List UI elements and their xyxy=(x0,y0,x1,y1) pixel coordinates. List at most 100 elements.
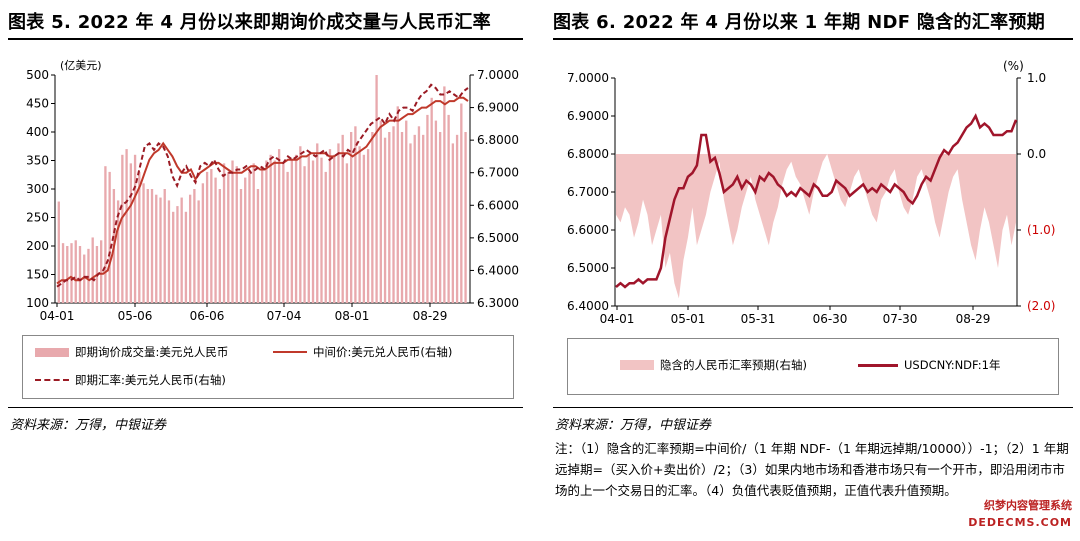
volume-bar xyxy=(176,206,179,303)
volume-bar xyxy=(125,149,128,303)
spot-rate-line xyxy=(56,83,469,288)
ndf-swatch xyxy=(858,363,898,367)
y-tick-label: 300 xyxy=(26,182,49,196)
y2-tick-label: (1.0) xyxy=(1027,223,1055,237)
volume-bar xyxy=(121,154,124,303)
volume-bar xyxy=(265,160,268,303)
volume-bar xyxy=(316,143,319,303)
volume-bar xyxy=(324,171,327,303)
volume-bar xyxy=(218,189,221,303)
volume-bar xyxy=(150,189,154,303)
y-tick-label: 150 xyxy=(26,268,49,282)
volume-bar xyxy=(460,103,463,303)
volume-bar xyxy=(66,246,69,303)
left-figure: 图表 5. 2022 年 4 月份以来即期询价成交量与人民币汇率 (亿美元) 10… xyxy=(0,0,530,541)
volume-bar xyxy=(261,166,264,303)
left-legend: 即期询价成交量:美元兑人民币 中间价:美元兑人民币(右轴) 即期汇率:美元兑人民… xyxy=(22,335,514,399)
volume-bar xyxy=(320,157,323,303)
volume-bar xyxy=(358,146,361,303)
volume-bar xyxy=(392,126,395,303)
volume-bar xyxy=(413,134,416,303)
volume-bar xyxy=(409,143,412,303)
volume-bar xyxy=(235,166,238,303)
y2-tick-label: 0.0 xyxy=(1027,147,1046,161)
volume-bar xyxy=(248,171,251,303)
volume-bar xyxy=(333,154,336,303)
legend-implied: 隐含的人民币汇率预期(右轴) xyxy=(620,357,807,373)
x-tick-label: 05-06 xyxy=(118,309,153,323)
legend-volume-label: 即期询价成交量:美元兑人民币 xyxy=(75,345,229,359)
volume-bar xyxy=(193,189,196,303)
volume-bar xyxy=(201,183,205,303)
watermark-title: 织梦内容管理系统 xyxy=(984,499,1072,512)
y-tick-label: 6.8000 xyxy=(567,147,609,161)
volume-bar xyxy=(222,163,226,303)
volume-bar xyxy=(74,240,77,303)
x-tick-label: 04-01 xyxy=(40,309,75,323)
y-tick-label: 200 xyxy=(26,239,49,253)
volume-bar xyxy=(155,194,158,303)
y-tick-label: 100 xyxy=(26,296,49,310)
title-rule xyxy=(8,38,523,40)
y-tick-label: 6.5000 xyxy=(567,261,609,275)
legend-volume: 即期询价成交量:美元兑人民币 xyxy=(35,344,228,360)
x-tick-label: 06-30 xyxy=(813,312,848,326)
right-chart-title: 图表 6. 2022 年 4 月份以来 1 年期 NDF 隐含的汇率预期 xyxy=(553,12,1046,33)
y-tick-label: 250 xyxy=(26,211,49,225)
left-source: 资料来源：万得，中银证券 xyxy=(10,418,167,433)
y2-tick-label: 6.7000 xyxy=(477,166,519,180)
volume-bar xyxy=(417,126,421,303)
volume-bar xyxy=(443,86,446,304)
volume-bar xyxy=(307,154,310,303)
legend-ndf: USDCNY:NDF:1年 xyxy=(858,357,1000,373)
volume-bar xyxy=(434,120,438,303)
volume-bar xyxy=(244,177,247,303)
volume-bar xyxy=(61,243,65,303)
volume-bar xyxy=(341,134,344,303)
volume-bar xyxy=(354,126,357,303)
source-rule xyxy=(553,407,1073,408)
volume-bar xyxy=(455,134,459,303)
volume-bar xyxy=(227,171,230,303)
volume-bar xyxy=(70,243,73,303)
volume-bar xyxy=(337,143,340,303)
y-tick-label: 500 xyxy=(26,68,49,82)
volume-bar xyxy=(273,160,277,303)
y2-tick-label: 6.4000 xyxy=(477,263,519,277)
y2-tick-label: 1.0 xyxy=(1027,71,1046,85)
y2-tick-label: 6.8000 xyxy=(477,133,519,147)
volume-bar xyxy=(167,200,171,303)
central-parity-line xyxy=(56,96,469,285)
y2-tick-label: 6.3000 xyxy=(477,296,519,310)
volume-bar xyxy=(146,189,149,303)
volume-bar xyxy=(91,237,94,303)
volume-bar xyxy=(78,246,82,303)
left-chart: (亿美元) 100 150 200 250 300 350 400 450 500 6.3000 6.… xyxy=(26,59,519,323)
volume-bar xyxy=(129,163,132,303)
y2-unit-label: (%) xyxy=(1003,59,1024,73)
y-unit-label: (亿美元) xyxy=(60,59,102,72)
source-rule xyxy=(8,407,523,408)
volume-bar xyxy=(299,146,302,303)
y2-tick-label: 6.5000 xyxy=(477,231,519,245)
volume-bar xyxy=(269,154,272,303)
volume-bar xyxy=(180,197,183,303)
ndf-line xyxy=(615,113,1018,289)
volume-bar xyxy=(104,166,107,303)
central-swatch xyxy=(273,351,307,353)
volume-bar xyxy=(286,171,289,303)
legend-central: 中间价:美元兑人民币(右轴) xyxy=(273,344,452,360)
volume-bar xyxy=(290,160,294,303)
volume-bar xyxy=(252,163,255,303)
y-tick-label: 6.4000 xyxy=(567,299,609,313)
implied-swatch xyxy=(620,360,654,370)
volume-bar xyxy=(214,177,217,303)
x-tick-label: 05-01 xyxy=(671,312,706,326)
volume-bar xyxy=(163,189,166,303)
legend-implied-label: 隐含的人民币汇率预期(右轴) xyxy=(660,358,807,372)
volume-bar xyxy=(426,114,429,304)
volume-bar xyxy=(438,132,442,303)
x-tick-label: 07-30 xyxy=(883,312,918,326)
y-tick-label: 400 xyxy=(26,125,49,139)
volume-bar xyxy=(197,200,200,303)
